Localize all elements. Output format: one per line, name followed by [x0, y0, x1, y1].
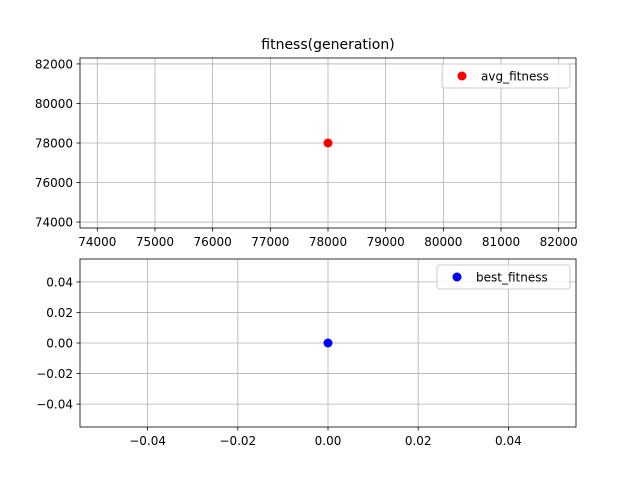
y-tick-label: 0.00 [46, 337, 73, 351]
y-tick-label: 82000 [35, 57, 73, 71]
y-tick-label: 0.02 [46, 306, 73, 320]
x-tick-label: 0.02 [405, 434, 432, 448]
legend-marker [452, 272, 462, 282]
y-tick-label: 78000 [35, 137, 73, 151]
legend: avg_fitness [441, 63, 571, 89]
x-tick-label: 82000 [540, 235, 578, 249]
x-tick-label: 79000 [367, 235, 405, 249]
x-tick-label: −0.04 [129, 434, 166, 448]
legend-box [441, 63, 571, 89]
x-tick-label: 80000 [424, 235, 462, 249]
x-tick-label: 77000 [251, 235, 289, 249]
x-tick-label: 0.00 [315, 434, 342, 448]
y-tick-label: 80000 [35, 97, 73, 111]
y-tick-label: −0.02 [36, 367, 73, 381]
y-tick-label: 76000 [35, 176, 73, 190]
legend-label: avg_fitness [481, 70, 549, 84]
x-tick-label: 0.04 [495, 434, 522, 448]
legend: best_fitness [436, 264, 571, 290]
y-tick-label: −0.04 [36, 398, 73, 412]
x-tick-label: 78000 [309, 235, 347, 249]
legend-label: best_fitness [476, 271, 548, 285]
legend-marker [457, 71, 467, 81]
subplot-best-fitness: −0.04 −0.02 0.00 0.02 0.04 −0.04 −0.02 0.00 0.02… [36, 258, 577, 448]
x-tick-label: 74000 [78, 235, 116, 249]
y-tick-label: 0.04 [46, 275, 73, 289]
legend-box [436, 264, 571, 290]
chart-title: fitness(generation) [261, 37, 394, 53]
data-point-avg-fitness [323, 138, 333, 148]
data-point-best-fitness [323, 338, 333, 348]
y-tick-label: 74000 [35, 216, 73, 230]
subplot-avg-fitness: 74000 75000 76000 77000 78000 79000 80000 81000… [35, 57, 578, 249]
x-tick-label: 81000 [482, 235, 520, 249]
x-tick-label: −0.02 [219, 434, 256, 448]
x-tick-label: 75000 [136, 235, 174, 249]
x-tick-label: 76000 [194, 235, 232, 249]
